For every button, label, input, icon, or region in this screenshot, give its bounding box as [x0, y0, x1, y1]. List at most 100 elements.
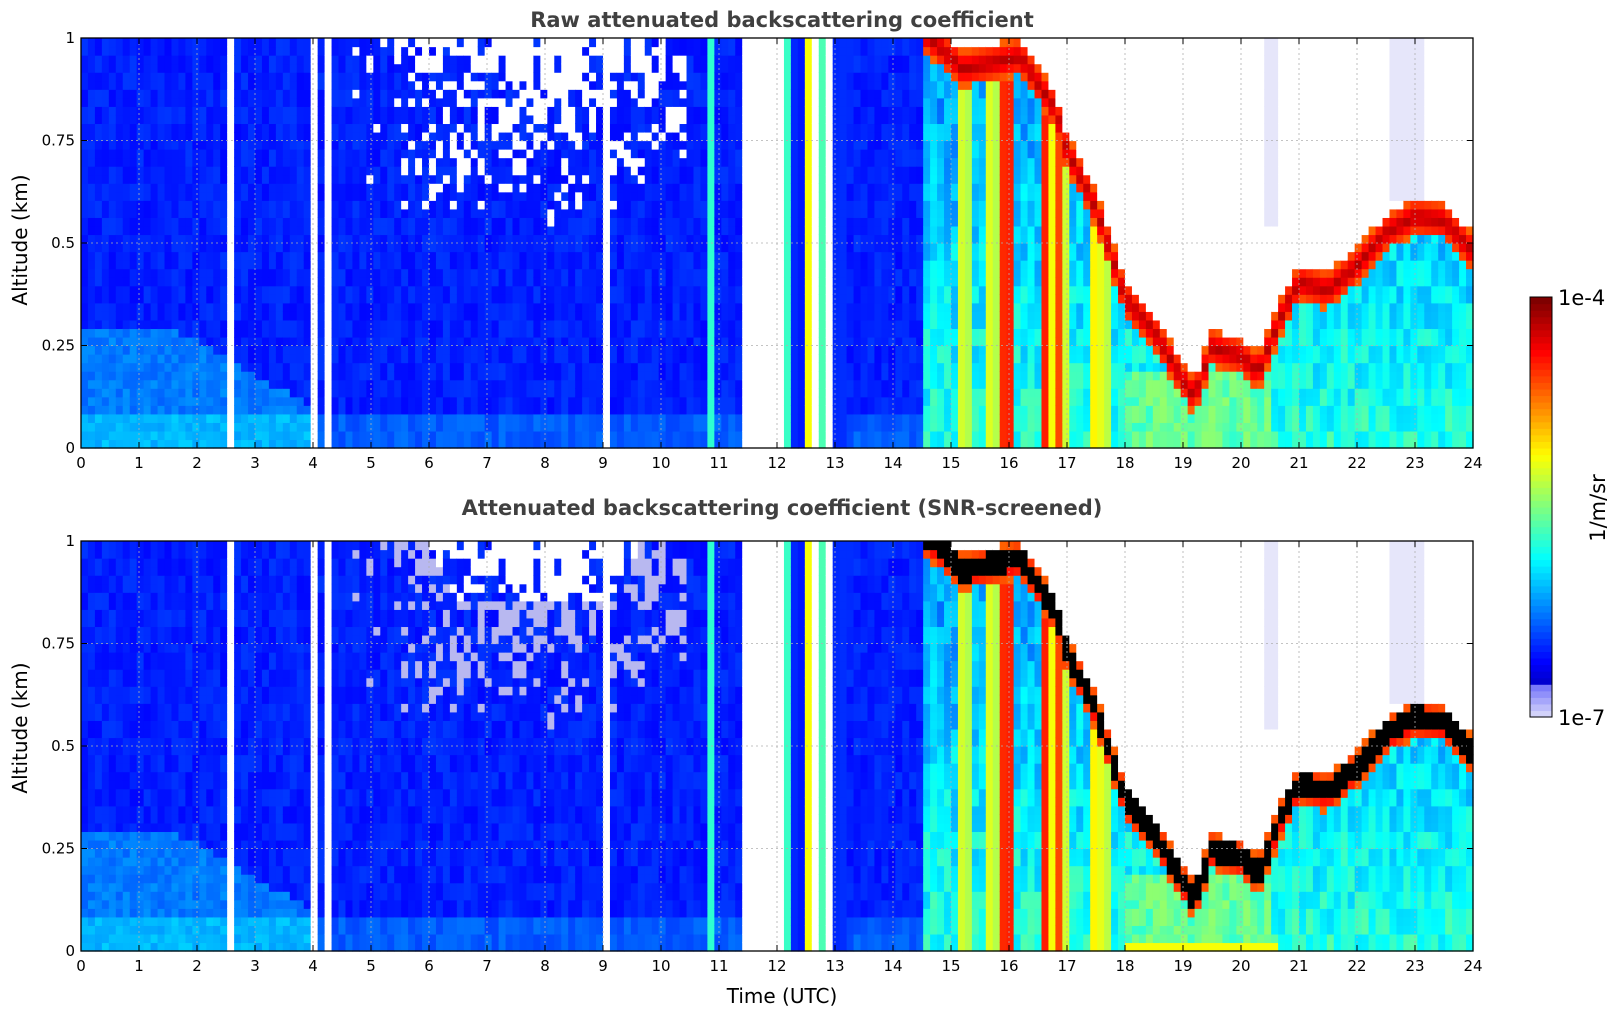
heatmap-cell [742, 158, 750, 167]
heatmap-cell [596, 388, 604, 397]
heatmap-cell [199, 405, 207, 414]
heatmap-cell [645, 311, 653, 320]
heatmap-cell [339, 158, 347, 167]
heatmap-cell [464, 363, 472, 372]
heatmap-cell [171, 252, 179, 261]
heatmap-cell [95, 388, 103, 397]
heatmap-cell [401, 226, 409, 235]
heatmap-cell [610, 346, 618, 355]
heatmap-cell [109, 89, 117, 98]
heatmap-cell [631, 286, 639, 295]
heatmap-cell [777, 141, 785, 150]
heatmap-cell [547, 64, 555, 73]
heatmap-cell [589, 303, 597, 312]
heatmap-cell [631, 38, 639, 47]
heatmap-cell [137, 192, 145, 201]
heatmap-cell [450, 47, 458, 56]
heatmap-cell [234, 422, 242, 431]
heatmap-cell [352, 371, 360, 380]
heatmap-cell [345, 132, 353, 141]
heatmap-cell [88, 209, 96, 218]
heatmap-cell [248, 234, 256, 243]
heatmap-cell [589, 354, 597, 363]
heatmap-cell [123, 166, 131, 175]
heatmap-cell [624, 89, 632, 98]
heatmap-cell [659, 354, 667, 363]
heatmap-cell [471, 431, 479, 440]
heatmap-cell [269, 89, 277, 98]
heatmap-cell [387, 141, 395, 150]
heatmap-cell [401, 363, 409, 372]
heatmap-cell [506, 183, 514, 192]
heatmap-cell [533, 64, 541, 73]
heatmap-cell [631, 439, 639, 448]
heatmap-cell [387, 89, 395, 98]
heatmap-cell [763, 209, 771, 218]
heatmap-cell [519, 354, 527, 363]
panel-raw: Raw attenuated backscattering coefficien… [8, 8, 1483, 472]
heatmap-cell [645, 234, 653, 243]
heatmap-cell [130, 158, 138, 167]
heatmap-cell [394, 141, 402, 150]
heatmap-cell [318, 431, 326, 440]
heatmap-cell [165, 303, 173, 312]
heatmap-cell [345, 354, 353, 363]
heatmap-cell [478, 55, 486, 64]
heatmap-cell [429, 89, 437, 98]
heatmap-cell [540, 337, 548, 346]
heatmap-cell [561, 209, 569, 218]
heatmap-cell [408, 431, 416, 440]
heatmap-cell [339, 106, 347, 115]
heatmap-cell [680, 346, 688, 355]
heatmap-cell [227, 158, 235, 167]
heatmap-cell [401, 123, 409, 132]
heatmap-cell [596, 414, 604, 423]
heatmap-cell [457, 166, 465, 175]
heatmap-cell [673, 55, 681, 64]
heatmap-cell [582, 166, 590, 175]
heatmap-cell [373, 260, 381, 269]
heatmap-cell [499, 371, 507, 380]
heatmap-cell [742, 260, 750, 269]
heatmap-cell [311, 311, 319, 320]
heatmap-cell [137, 294, 145, 303]
heatmap-cell [206, 311, 214, 320]
heatmap-cell [429, 166, 437, 175]
heatmap-cell [248, 380, 256, 389]
heatmap-cell [700, 123, 708, 132]
heatmap-cell [373, 252, 381, 261]
heatmap-cell [297, 183, 305, 192]
heatmap-cell [728, 175, 736, 184]
heatmap-cell [492, 380, 500, 389]
heatmap-cell [304, 422, 312, 431]
heatmap-cell [589, 252, 597, 261]
heatmap-cell [485, 47, 493, 56]
heatmap-cell [596, 354, 604, 363]
heatmap-cell [763, 123, 771, 132]
heatmap-cell [471, 115, 479, 124]
heatmap-cell [241, 388, 249, 397]
heatmap-cell [192, 141, 200, 150]
heatmap-cell [165, 81, 173, 90]
heatmap-cell [178, 260, 186, 269]
heatmap-cell [248, 55, 256, 64]
heatmap-cell [519, 123, 527, 132]
heatmap-cell [624, 166, 632, 175]
heatmap-cell [408, 200, 416, 209]
heatmap-cell [742, 106, 750, 115]
heatmap-cell [610, 217, 618, 226]
heatmap-cell [478, 405, 486, 414]
heatmap-cell [506, 388, 514, 397]
heatmap-cell [422, 286, 430, 295]
heatmap-cell [151, 115, 159, 124]
heatmap-cell [506, 98, 514, 107]
heatmap-cell [206, 123, 214, 132]
heatmap-cell [192, 439, 200, 448]
heatmap-cell [304, 132, 312, 141]
heatmap-cell [171, 200, 179, 209]
heatmap-cell [568, 123, 576, 132]
heatmap-cell [513, 72, 521, 81]
heatmap-cell [673, 72, 681, 81]
heatmap-cell [185, 200, 193, 209]
heatmap-cell [526, 234, 534, 243]
